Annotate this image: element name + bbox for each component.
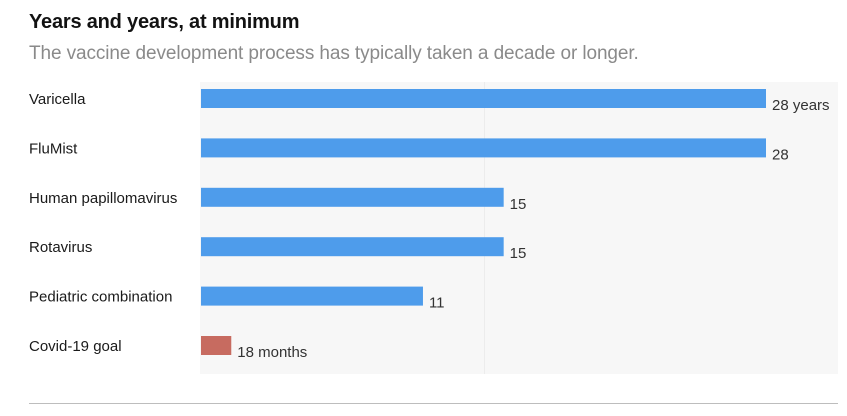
chart-subtitle: The vaccine development process has typi… <box>29 43 639 64</box>
value-label: 18 months <box>237 344 307 361</box>
value-label: 28 <box>772 146 789 163</box>
category-label: Pediatric combination <box>29 289 172 306</box>
category-label: Covid-19 goal <box>29 338 122 355</box>
plot-background <box>200 82 838 374</box>
category-label: Varicella <box>29 91 86 108</box>
value-label: 28 years <box>772 97 830 114</box>
category-label: FluMist <box>29 140 78 157</box>
bar <box>201 138 766 158</box>
value-label: 15 <box>510 245 527 262</box>
bar <box>201 286 423 306</box>
chart-title: Years and years, at minimum <box>29 11 300 33</box>
bar <box>201 89 766 108</box>
value-label: 11 <box>429 295 445 312</box>
bar <box>201 237 504 257</box>
value-label: 15 <box>510 196 527 213</box>
bottom-divider <box>29 403 838 404</box>
bar <box>201 336 232 355</box>
category-label: Human papillomavirus <box>29 190 177 207</box>
category-label: Rotavirus <box>29 239 92 256</box>
plot-midline <box>484 82 485 374</box>
bar <box>201 187 504 207</box>
